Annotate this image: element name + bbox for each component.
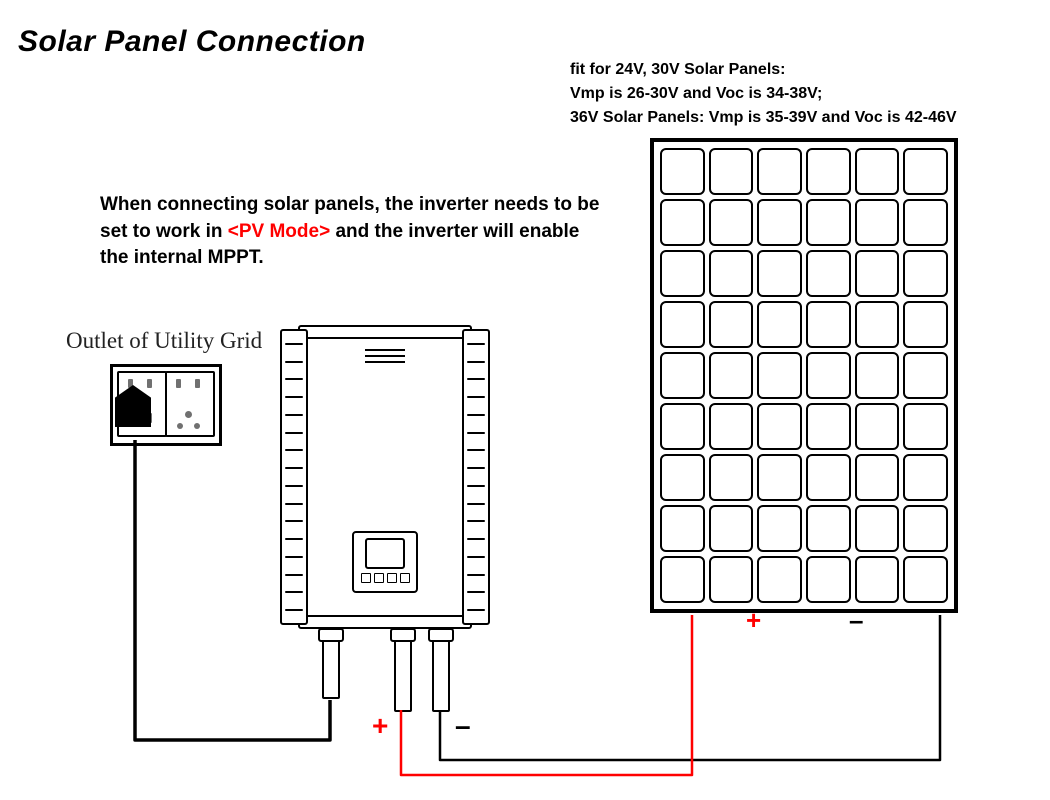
ac-wire: [135, 440, 330, 740]
dc-pos-wire: [401, 615, 692, 775]
dc-neg-wire: [440, 615, 940, 760]
wiring-diagram: [0, 0, 1050, 800]
